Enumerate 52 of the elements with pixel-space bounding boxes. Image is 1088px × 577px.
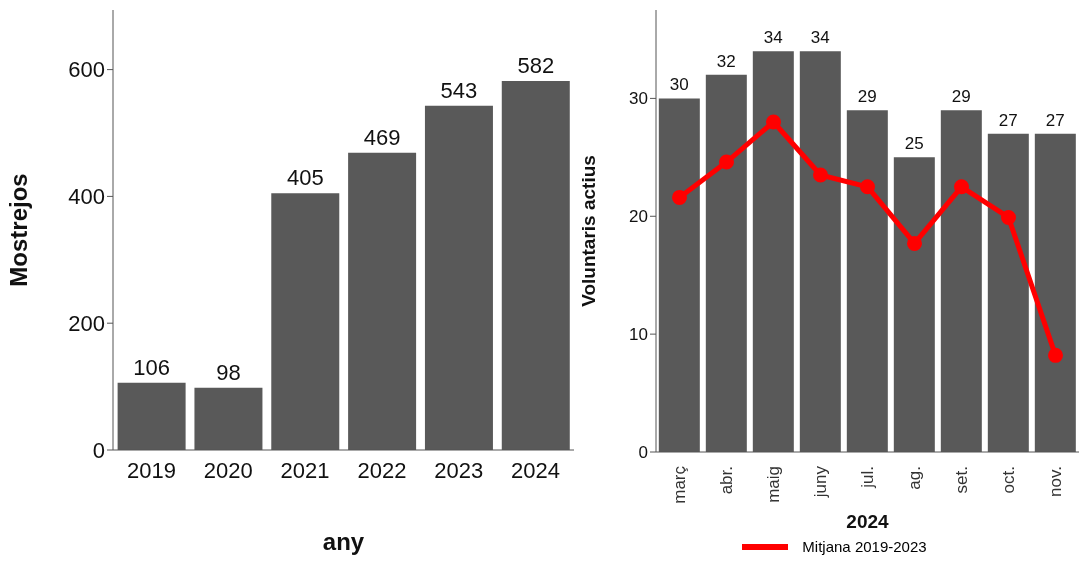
x-tick-label: 2024 [511, 458, 561, 483]
data-label: 98 [216, 359, 241, 385]
point [907, 235, 922, 251]
y-tick-label: 10 [629, 325, 648, 345]
y-tick-label: 400 [68, 184, 105, 210]
point [954, 179, 969, 195]
data-label: 27 [1045, 110, 1065, 130]
x-tick-label: 2020 [203, 458, 253, 483]
y-tick-label: 30 [629, 89, 648, 109]
data-label: 25 [904, 134, 924, 154]
data-label: 543 [440, 77, 478, 103]
point [860, 179, 875, 195]
data-label: 106 [133, 354, 170, 380]
x-tick-label: 2022 [357, 458, 407, 483]
point [1001, 209, 1016, 225]
x-tick-label: nov. [1046, 466, 1065, 497]
data-label: 469 [363, 124, 401, 150]
data-label: 34 [763, 28, 783, 48]
y-tick-label: 600 [68, 57, 105, 83]
data-label: 405 [286, 165, 324, 191]
data-label: 30 [669, 75, 689, 95]
data-label: 34 [810, 28, 830, 48]
x-axis-title: any [322, 528, 365, 555]
y-tick-label: 0 [92, 437, 105, 463]
data-label: 582 [517, 53, 555, 79]
y-axis-title: Mostrejos [4, 173, 32, 287]
x-tick-label: oct. [999, 466, 1018, 494]
data-label: 27 [998, 110, 1018, 130]
y-tick-label: 200 [68, 311, 105, 337]
y-tick-label: 0 [638, 443, 648, 463]
y-axis-title: Voluntaris actius [577, 155, 599, 307]
data-label: 29 [951, 87, 971, 107]
x-tick-label: 2023 [434, 458, 484, 483]
x-tick-label: juny [811, 465, 830, 499]
point [672, 189, 687, 205]
x-tick-label: ag. [905, 466, 924, 490]
x-tick-label: abr. [717, 466, 736, 495]
x-tick-label: set. [952, 466, 971, 494]
point [766, 114, 781, 130]
x-tick-label: 2021 [280, 458, 330, 483]
y-tick-label: 20 [629, 207, 648, 227]
data-label: 29 [857, 87, 877, 107]
x-tick-label: jul. [858, 466, 877, 489]
x-tick-label: maig [764, 466, 783, 503]
legend-label: Mitjana 2019-2023 [801, 538, 927, 555]
x-tick-label: 2019 [126, 458, 176, 483]
point [813, 167, 828, 183]
x-axis-title: 2024 [846, 511, 890, 532]
data-label: 32 [716, 51, 736, 71]
point [1048, 347, 1063, 363]
x-tick-label: març [670, 465, 689, 504]
point [719, 154, 734, 170]
